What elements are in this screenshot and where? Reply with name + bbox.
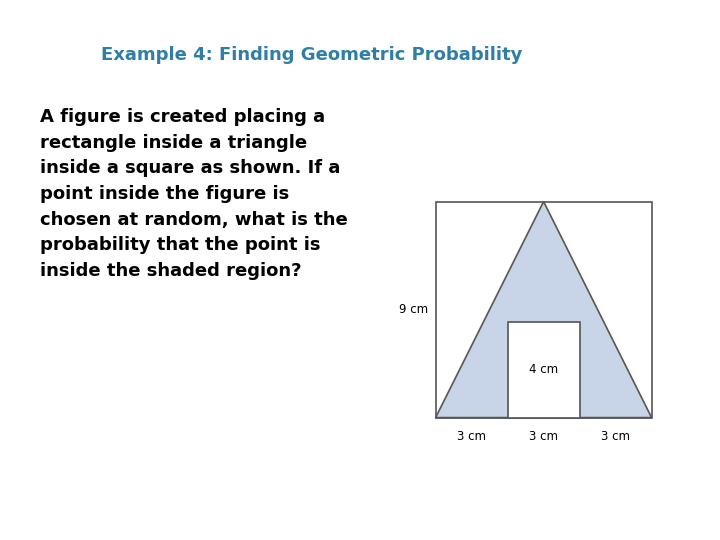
Text: 9 cm: 9 cm [400, 303, 428, 316]
Text: 3 cm: 3 cm [529, 430, 558, 443]
Text: Example 4: Finding Geometric Probability: Example 4: Finding Geometric Probability [101, 46, 522, 64]
Text: 4 cm: 4 cm [529, 363, 558, 376]
Text: 3 cm: 3 cm [601, 430, 630, 443]
Text: 3 cm: 3 cm [457, 430, 486, 443]
Polygon shape [436, 201, 652, 417]
Bar [508, 322, 580, 417]
Bar [436, 201, 652, 417]
Text: A figure is created placing a
rectangle inside a triangle
inside a square as sho: A figure is created placing a rectangle … [40, 108, 347, 280]
